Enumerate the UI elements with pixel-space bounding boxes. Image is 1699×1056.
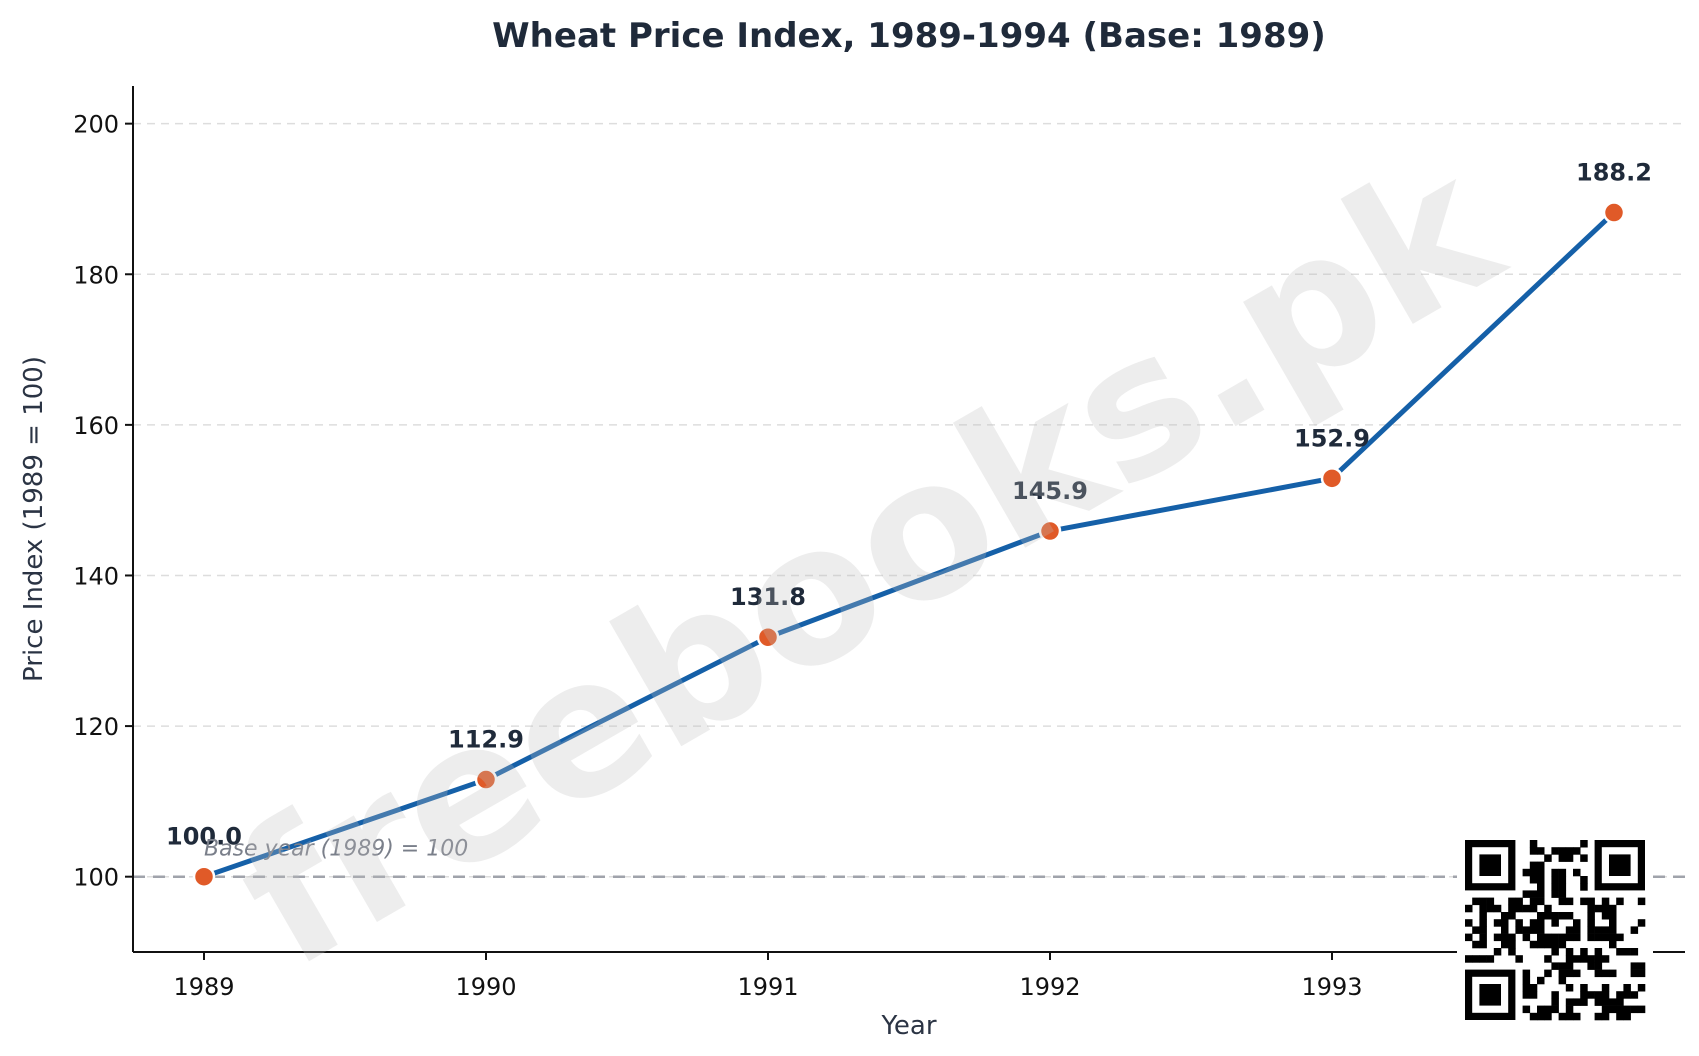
grid-lines (133, 122, 1685, 878)
data-point (474, 768, 498, 791)
x-tick-label: 1992 (1019, 973, 1080, 1001)
y-tick-label: 100 (73, 864, 119, 892)
y-axis-ticks: 100 120 140 160 180 200 (73, 111, 133, 892)
qr-code-icon (1457, 832, 1653, 1028)
data-label: 112.9 (448, 726, 524, 754)
data-point (192, 865, 216, 888)
data-point (1602, 201, 1626, 224)
x-axis-ticks: 1989 1990 1991 1992 1993 (173, 952, 1363, 1001)
y-tick-label: 180 (73, 261, 119, 289)
data-label: 131.8 (730, 583, 806, 611)
data-point (1320, 467, 1344, 490)
y-tick-label: 160 (73, 412, 119, 440)
x-tick-label: 1990 (455, 973, 516, 1001)
y-tick-label: 200 (73, 111, 119, 139)
y-tick-label: 140 (73, 562, 119, 590)
data-point (756, 625, 780, 649)
data-point (1038, 519, 1062, 543)
y-axis-title: Price Index (1989 = 100) (19, 356, 49, 682)
series-markers (192, 201, 1626, 888)
x-axis-title: Year (880, 1011, 936, 1041)
data-label: 188.2 (1576, 159, 1652, 187)
data-label: 100.0 (166, 823, 242, 851)
x-tick-label: 1991 (737, 973, 798, 1001)
x-tick-label: 1993 (1301, 973, 1362, 1001)
x-tick-label: 1989 (173, 973, 234, 1001)
axes (132, 86, 1685, 953)
data-label: 152.9 (1294, 424, 1370, 452)
y-tick-label: 120 (73, 713, 119, 741)
data-labels: 100.0 112.9 131.8 145.9 152.9 188.2 (166, 159, 1652, 851)
base-reference-label: Base year (1989) = 100 (204, 837, 468, 862)
data-label: 145.9 (1012, 477, 1088, 505)
series-line (203, 210, 1616, 880)
chart-title: Wheat Price Index, 1989-1994 (Base: 1989… (492, 16, 1326, 56)
